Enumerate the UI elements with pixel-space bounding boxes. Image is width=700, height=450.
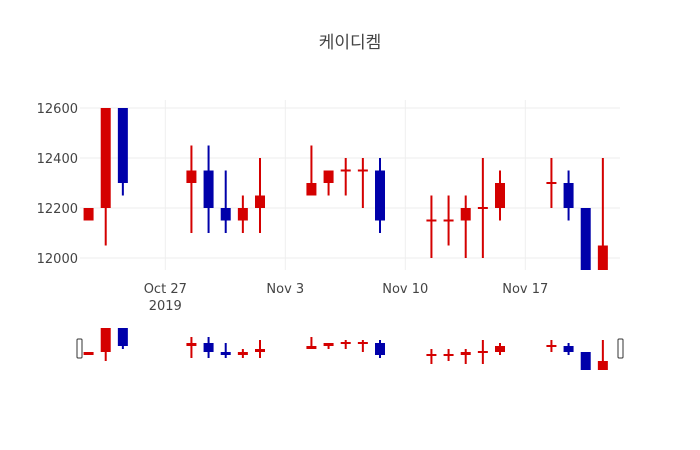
candle[interactable] bbox=[426, 195, 437, 259]
x-axis: Oct 27 2019 Nov 3 Nov 10 Nov 17 bbox=[144, 282, 549, 314]
candle[interactable] bbox=[426, 349, 437, 364]
candle[interactable] bbox=[117, 108, 128, 196]
range-slider[interactable] bbox=[76, 328, 624, 370]
candle[interactable] bbox=[306, 145, 317, 196]
candle[interactable] bbox=[255, 340, 265, 358]
candle[interactable] bbox=[580, 208, 591, 283]
candle[interactable] bbox=[546, 340, 557, 352]
y-tick-label: 12400 bbox=[37, 152, 78, 167]
candle[interactable] bbox=[580, 352, 591, 370]
candle[interactable] bbox=[323, 343, 334, 349]
x-tick-year-label: 2019 bbox=[149, 299, 182, 314]
candle[interactable] bbox=[357, 340, 368, 352]
candle[interactable] bbox=[375, 340, 385, 358]
candle[interactable] bbox=[340, 158, 351, 196]
x-tick-label: Nov 3 bbox=[266, 282, 304, 297]
x-tick-label: Nov 10 bbox=[382, 282, 428, 297]
range-slider-left-handle[interactable] bbox=[76, 338, 83, 359]
candle[interactable] bbox=[443, 349, 454, 361]
candle[interactable] bbox=[237, 195, 248, 234]
candle[interactable] bbox=[597, 340, 608, 370]
candle[interactable] bbox=[220, 170, 231, 234]
y-tick-label: 12200 bbox=[37, 202, 78, 217]
y-tick-label: 12000 bbox=[37, 252, 78, 267]
candle[interactable] bbox=[220, 343, 231, 358]
range-slider-right-handle[interactable] bbox=[617, 338, 624, 359]
candle[interactable] bbox=[357, 158, 368, 208]
candle[interactable] bbox=[83, 352, 94, 355]
candle[interactable] bbox=[117, 328, 128, 349]
candle[interactable] bbox=[563, 343, 574, 355]
candle[interactable] bbox=[597, 158, 608, 283]
candle[interactable] bbox=[306, 337, 317, 349]
candle[interactable] bbox=[460, 349, 471, 364]
y-axis: 12000 12200 12400 12600 bbox=[37, 102, 78, 267]
x-tick-label: Nov 17 bbox=[502, 282, 548, 297]
candle[interactable] bbox=[255, 158, 265, 233]
candle[interactable] bbox=[340, 340, 351, 349]
candle[interactable] bbox=[186, 337, 197, 358]
candle[interactable] bbox=[203, 145, 214, 234]
y-tick-label: 12600 bbox=[37, 102, 78, 117]
candle[interactable] bbox=[460, 195, 471, 259]
candle[interactable] bbox=[495, 170, 505, 221]
candle[interactable] bbox=[83, 208, 94, 221]
candle[interactable] bbox=[546, 158, 557, 208]
plot-area[interactable] bbox=[83, 108, 608, 283]
candle[interactable] bbox=[477, 158, 488, 258]
candle[interactable] bbox=[237, 349, 248, 358]
candle[interactable] bbox=[443, 195, 454, 246]
candle[interactable] bbox=[495, 343, 505, 355]
candle[interactable] bbox=[477, 340, 488, 364]
chart-title: 케이디켐 bbox=[319, 33, 382, 53]
candle[interactable] bbox=[563, 170, 574, 221]
candle[interactable] bbox=[323, 170, 334, 196]
gridlines bbox=[80, 100, 620, 270]
candle[interactable] bbox=[375, 158, 385, 233]
candle[interactable] bbox=[100, 328, 111, 361]
candle[interactable] bbox=[100, 108, 111, 246]
x-tick-label: Oct 27 bbox=[144, 282, 187, 297]
candle[interactable] bbox=[186, 145, 197, 234]
candle[interactable] bbox=[203, 337, 214, 358]
